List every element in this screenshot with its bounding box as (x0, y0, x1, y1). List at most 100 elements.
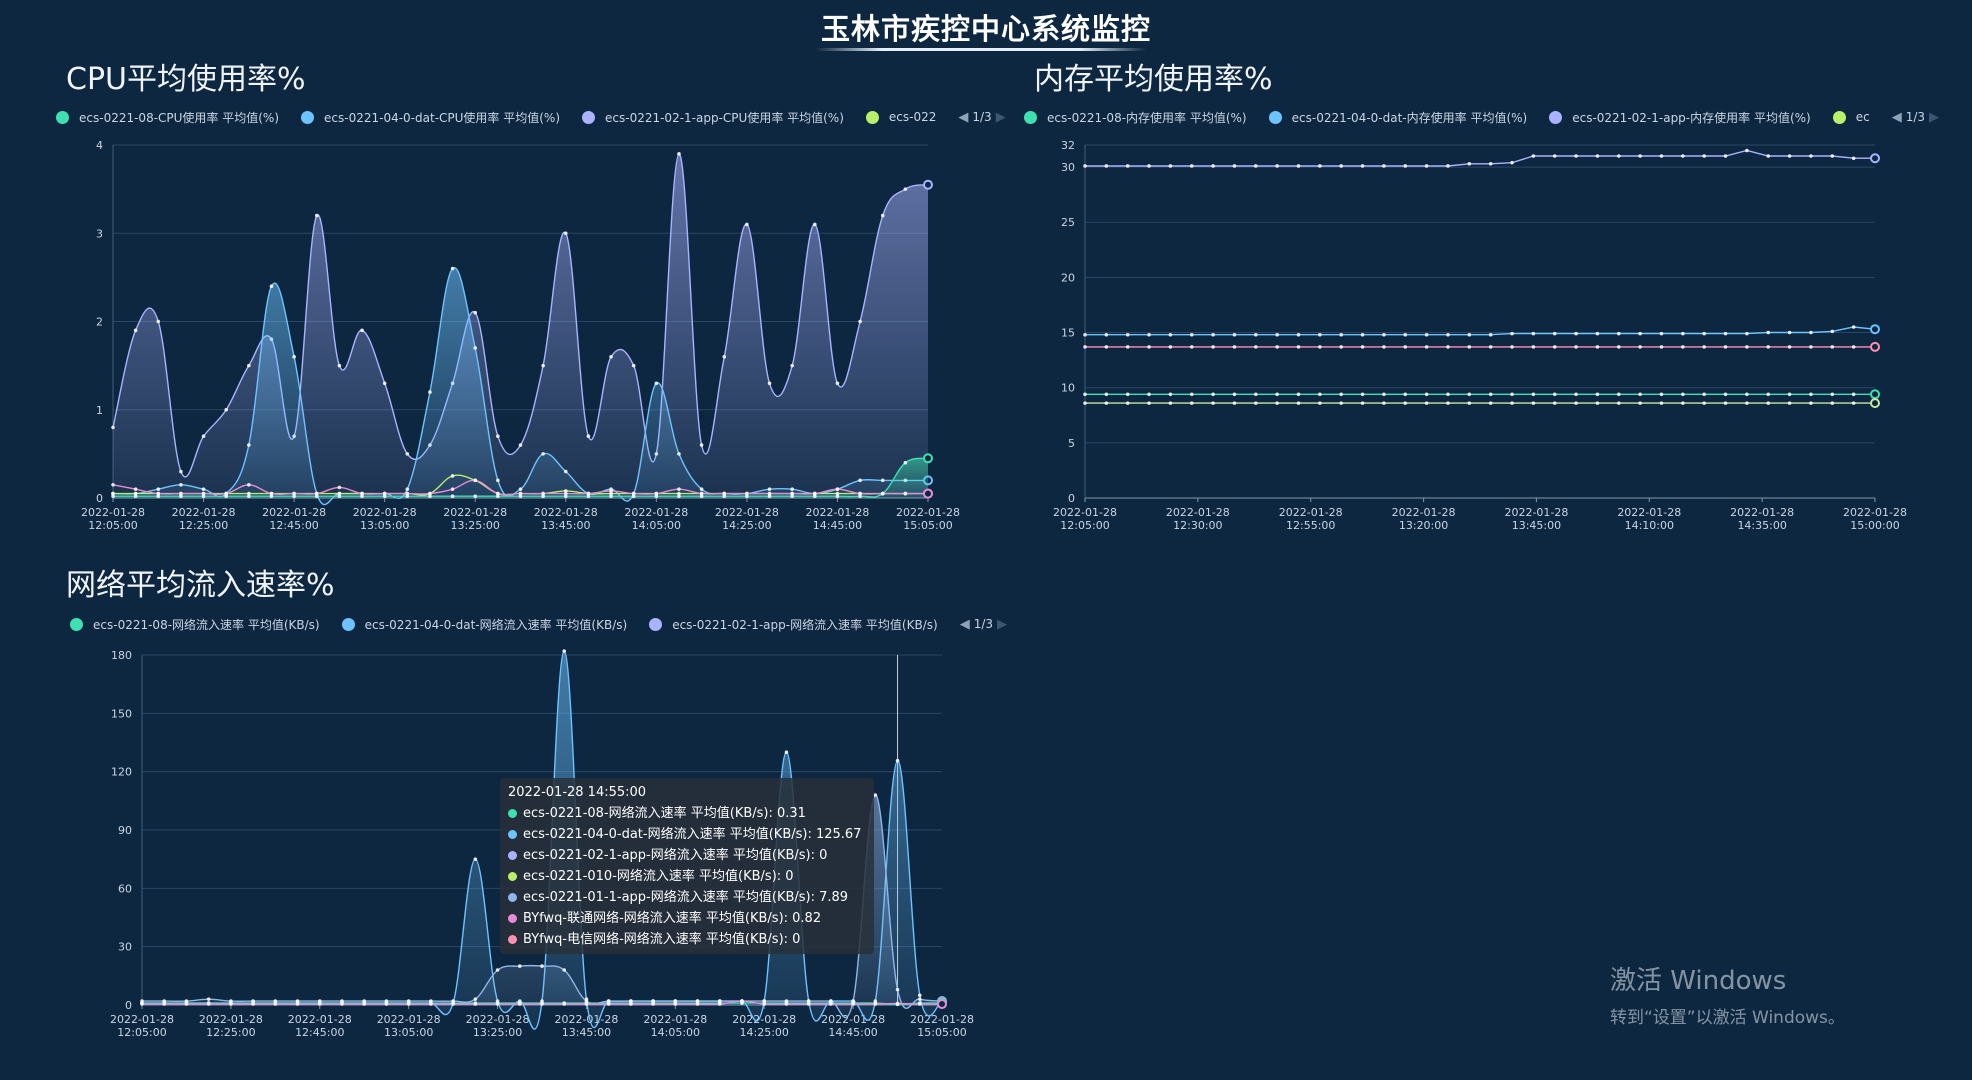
prev-page-icon[interactable]: ◀ (958, 109, 969, 125)
data-point (473, 346, 478, 350)
prev-page-icon[interactable]: ◀ (1891, 109, 1902, 125)
network-legend-item[interactable]: ecs-0221-08-网络流入速率 平均值(KB/s) (70, 616, 320, 633)
data-point (162, 1002, 167, 1006)
network-legend-item[interactable]: ecs-0221-02-1-app-网络流入速率 平均值(KB/s) (649, 616, 938, 633)
memory-legend-pager: ◀ 1/3 ▶ (1888, 110, 1943, 125)
x-tick-label: 2022-01-28 (81, 506, 145, 519)
next-page-icon[interactable]: ▶ (997, 616, 1007, 632)
data-point (1360, 392, 1365, 397)
y-tick-label: 25 (1061, 216, 1075, 229)
data-point (1275, 401, 1279, 405)
data-point (156, 491, 161, 496)
y-tick-label: 20 (1061, 271, 1075, 284)
x-tick-label: 2022-01-28 (1843, 506, 1907, 519)
data-point (858, 491, 862, 496)
data-point (1830, 154, 1835, 158)
cpu-legend-item[interactable]: ecs-022 (865, 110, 936, 124)
data-point (722, 491, 727, 496)
x-tick-label: 2022-01-28 (715, 506, 779, 519)
data-point (790, 491, 794, 496)
data-point (858, 319, 862, 324)
data-point (917, 1002, 922, 1006)
data-point (1766, 330, 1771, 335)
data-point (179, 491, 183, 496)
data-point (895, 987, 900, 992)
data-point (405, 452, 410, 456)
data-point (654, 491, 659, 496)
data-point (517, 964, 522, 968)
data-point (1510, 331, 1514, 336)
cpu-legend-item[interactable]: ecs-0221-04-0-dat-CPU使用率 平均值(%) (301, 109, 560, 126)
data-point (1403, 164, 1408, 168)
x-tick-label: 2022-01-28 (1392, 506, 1456, 519)
prev-page-icon[interactable]: ◀ (959, 616, 970, 632)
memory-legend-item[interactable]: ecs-0221-04-0-dat-内存使用率 平均值(%) (1268, 109, 1527, 126)
data-point (1446, 401, 1450, 405)
data-point (1745, 392, 1749, 397)
data-point (360, 491, 364, 496)
memory-legend-item[interactable]: ec (1832, 110, 1870, 124)
data-point (247, 491, 251, 496)
data-point (1488, 332, 1493, 337)
data-point (1745, 148, 1749, 153)
data-point (609, 491, 613, 496)
series-area (113, 153, 928, 498)
next-page-icon[interactable]: ▶ (1929, 109, 1940, 125)
data-point (269, 494, 274, 499)
cpu-legend-item[interactable]: ecs-0221-02-1-app-CPU使用率 平均值(%) (582, 109, 844, 126)
data-point (1403, 392, 1408, 397)
memory-legend-item[interactable]: ecs-0221-08-内存使用率 平均值(%) (1024, 109, 1247, 126)
data-point (1211, 345, 1215, 349)
x-tick-label: 12:25:00 (206, 1026, 255, 1039)
next-page-icon[interactable]: ▶ (995, 109, 1006, 125)
data-point (562, 968, 567, 972)
data-point (835, 487, 840, 491)
data-point (813, 494, 817, 499)
x-tick-label: 2022-01-28 (624, 506, 688, 519)
data-point (1360, 332, 1365, 337)
data-point (1446, 332, 1450, 337)
data-point (1104, 164, 1109, 168)
x-tick-label: 12:05:00 (1060, 519, 1109, 532)
data-point (740, 999, 744, 1003)
y-tick-label: 3 (96, 227, 103, 240)
data-point (1125, 332, 1130, 337)
data-point (111, 494, 115, 499)
data-point (722, 355, 727, 359)
data-point (111, 491, 115, 496)
x-tick-label: 2022-01-28 (805, 506, 869, 519)
x-tick-label: 13:20:00 (1399, 519, 1448, 532)
data-point (1616, 154, 1621, 158)
data-point (677, 452, 681, 456)
data-point (1083, 401, 1087, 405)
data-point (156, 319, 161, 324)
cpu-legend-item[interactable]: ecs-0221-08-CPU使用率 平均值(%) (56, 109, 279, 126)
data-point (1467, 332, 1472, 337)
data-point (1104, 345, 1109, 349)
watermark-line-1: 激活 Windows (1610, 966, 1787, 996)
x-tick-label: 2022-01-28 (1279, 506, 1343, 519)
data-point (1851, 392, 1856, 397)
data-point (880, 478, 885, 483)
data-point (813, 491, 817, 496)
memory-legend-item[interactable]: ecs-0221-02-1-app-内存使用率 平均值(%) (1549, 109, 1811, 126)
data-point (517, 1002, 522, 1006)
x-tick-label: 15:00:00 (1850, 519, 1899, 532)
data-point (1659, 154, 1664, 158)
data-point (1403, 345, 1408, 349)
x-tick-label: 13:45:00 (562, 1026, 611, 1039)
data-point (496, 434, 500, 439)
chart-tooltip: 2022-01-28 14:55:00 ecs-0221-08-网络流入速率 平… (500, 778, 874, 954)
tooltip-row-text: ecs-0221-08-网络流入速率 平均值(KB/s): 0.31 (523, 806, 806, 821)
data-point (518, 443, 523, 447)
data-point (1083, 392, 1087, 397)
x-tick-label: 2022-01-28 (172, 506, 236, 519)
data-point (1168, 345, 1173, 349)
network-legend-item[interactable]: ecs-0221-04-0-dat-网络流入速率 平均值(KB/s) (341, 616, 627, 633)
data-point (1681, 331, 1685, 336)
data-point (1424, 401, 1429, 405)
x-tick-label: 12:30:00 (1173, 519, 1222, 532)
